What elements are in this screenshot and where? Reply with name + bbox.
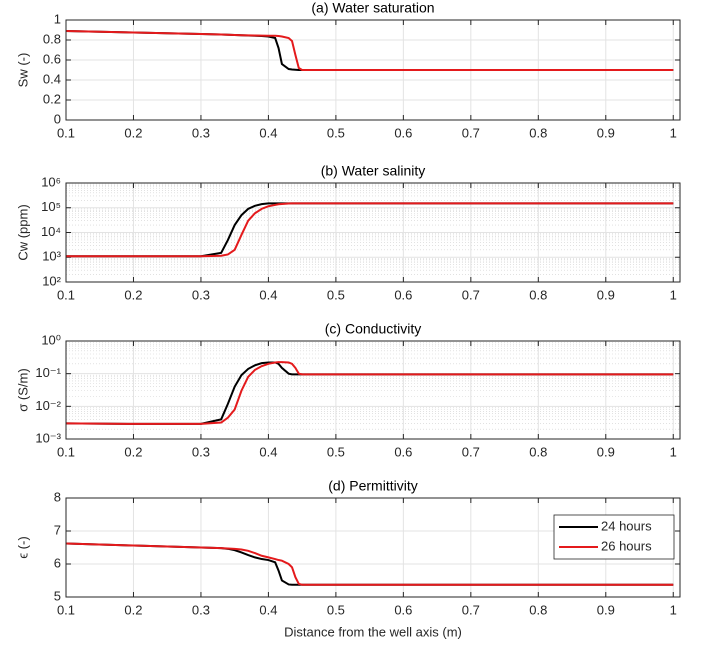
y-tick-label: 5 [54, 588, 61, 603]
x-tick-label: 0.8 [529, 602, 547, 617]
y-tick-label: 10⁴ [41, 224, 61, 239]
series-line [65, 30, 674, 71]
y-tick-label: 0.4 [43, 71, 61, 86]
y-tick-label: 8 [54, 489, 61, 504]
chart-title: (b) Water salinity [321, 163, 426, 179]
series-line [65, 361, 674, 425]
x-tick-label: 0.6 [394, 125, 412, 140]
y-tick-label: 10⁻¹ [35, 365, 61, 380]
x-tick-label: 0.7 [462, 602, 480, 617]
axes-box [65, 19, 681, 121]
x-tick-label: 1 [670, 125, 677, 140]
x-tick-label: 0.8 [529, 287, 547, 302]
legend-label: 26 hours [601, 538, 652, 553]
x-tick-label: 0.3 [192, 602, 210, 617]
x-tick-label: 0.7 [462, 287, 480, 302]
y-tick-label: 0 [54, 111, 61, 126]
x-tick-label: 1 [670, 602, 677, 617]
y-tick-label: 7 [54, 522, 61, 537]
series-line [65, 542, 674, 586]
chart-title: (d) Permittivity [328, 478, 417, 494]
x-tick-label: 0.2 [124, 602, 142, 617]
x-tick-label: 0.4 [259, 602, 277, 617]
x-tick-label: 1 [670, 444, 677, 459]
y-axis-label: Sw (-) [15, 53, 30, 88]
x-tick-label: 0.9 [597, 602, 615, 617]
x-tick-label: 0.8 [529, 125, 547, 140]
x-tick-label: 0.5 [327, 602, 345, 617]
x-tick-label: 0.6 [394, 602, 412, 617]
axes-box [65, 182, 681, 283]
y-tick-label: 6 [54, 555, 61, 570]
x-tick-label: 0.9 [597, 444, 615, 459]
x-tick-label: 0.7 [462, 444, 480, 459]
x-tick-label: 0.9 [597, 287, 615, 302]
y-tick-label: 10⁻² [35, 398, 61, 413]
x-tick-label: 0.3 [192, 125, 210, 140]
chart-title: (a) Water saturation [311, 0, 434, 16]
x-tick-label: 0.5 [327, 287, 345, 302]
x-tick-label: 0.2 [124, 287, 142, 302]
y-tick-label: 10⁰ [41, 332, 61, 347]
y-tick-label: 10³ [42, 249, 61, 264]
plot-area [66, 341, 680, 439]
x-tick-label: 0.1 [57, 287, 75, 302]
y-tick-label: 10⁵ [41, 199, 61, 214]
x-tick-label: 0.6 [394, 444, 412, 459]
x-tick-label: 0.1 [57, 444, 75, 459]
x-tick-label: 0.1 [57, 125, 75, 140]
axes-box [65, 497, 681, 598]
y-tick-label: 0.8 [43, 31, 61, 46]
y-axis-label: ϵ (-) [15, 536, 30, 558]
y-axis-label: Cw (ppm) [15, 204, 30, 260]
legend-label: 24 hours [601, 518, 652, 533]
x-tick-label: 0.4 [259, 287, 277, 302]
x-axis-label: Distance from the well axis (m) [284, 624, 462, 639]
legend-box [553, 514, 675, 560]
y-tick-label: 1 [54, 11, 61, 26]
x-tick-label: 0.7 [462, 125, 480, 140]
y-tick-label: 0.2 [43, 91, 61, 106]
x-tick-label: 0.4 [259, 444, 277, 459]
x-tick-label: 1 [670, 287, 677, 302]
chart-title: (c) Conductivity [325, 321, 421, 337]
y-tick-label: 0.6 [43, 51, 61, 66]
x-tick-label: 0.6 [394, 287, 412, 302]
y-tick-label: 10² [42, 273, 61, 288]
y-tick-label: 10⁻³ [35, 430, 61, 445]
x-tick-label: 0.2 [124, 444, 142, 459]
x-tick-label: 0.4 [259, 125, 277, 140]
x-tick-label: 0.3 [192, 444, 210, 459]
y-tick-label: 10⁶ [41, 174, 61, 189]
x-tick-label: 0.8 [529, 444, 547, 459]
y-axis-label: σ (S/m) [15, 368, 30, 411]
x-tick-label: 0.5 [327, 444, 345, 459]
x-tick-label: 0.1 [57, 602, 75, 617]
x-tick-label: 0.9 [597, 125, 615, 140]
axes-box [65, 340, 681, 440]
x-tick-label: 0.3 [192, 287, 210, 302]
series-line [66, 202, 674, 258]
x-tick-label: 0.5 [327, 125, 345, 140]
x-tick-label: 0.2 [124, 125, 142, 140]
